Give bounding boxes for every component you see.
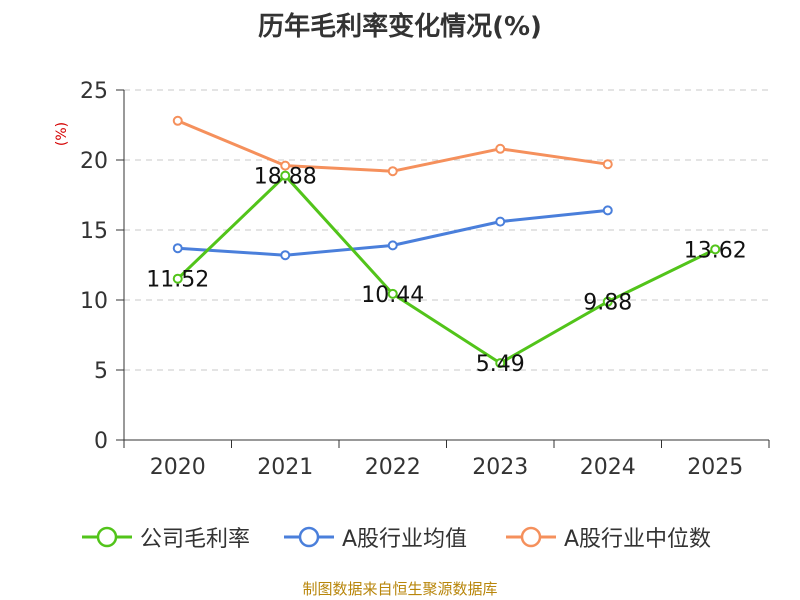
legend-marker-industry-mean [284, 526, 334, 548]
x-tick-label: 2020 [150, 455, 206, 480]
data-point-industry-mean [172, 243, 183, 254]
x-tick-label: 2021 [257, 455, 313, 480]
data-point-industry-median [602, 159, 613, 170]
data-point-company-margin [602, 296, 613, 307]
legend-label-industry-median: A股行业中位数 [564, 527, 712, 552]
legend-item-industry-median[interactable]: A股行业中位数 [506, 519, 711, 555]
legend-item-company[interactable]: 公司毛利率 [82, 519, 250, 555]
data-label: 5.49 [476, 352, 525, 377]
data-label: 11.52 [146, 268, 209, 293]
data-label: 13.62 [684, 238, 747, 263]
source-note: 制图数据来自恒生聚源数据库 [302, 580, 498, 598]
y-tick-label: 25 [80, 79, 108, 104]
data-point-industry-mean [387, 240, 398, 251]
data-label: 9.88 [583, 291, 632, 316]
data-point-company-margin [387, 288, 398, 299]
y-tick-label: 0 [94, 429, 108, 454]
legend-item-industry-mean[interactable]: A股行业均值 [284, 519, 467, 555]
series-line-industry-median [177, 119, 608, 173]
x-tick-label: 2022 [365, 455, 421, 480]
data-point-company-margin [280, 170, 291, 181]
data-point-industry-median [387, 166, 398, 177]
y-tick-label: 5 [94, 359, 108, 384]
data-point-industry-median [280, 160, 291, 171]
data-label: 18.88 [254, 165, 317, 190]
y-tick-label: 20 [80, 149, 108, 174]
legend: 公司毛利率 A股行业均值 A股行业中位数 [0, 519, 800, 555]
legend-marker-industry-median [506, 526, 556, 548]
y-tick-label: 10 [80, 289, 108, 314]
x-tick-label: 2024 [580, 455, 636, 480]
data-point-company-margin [172, 273, 183, 284]
data-point-industry-mean [280, 250, 291, 261]
data-label: 10.44 [361, 283, 424, 308]
data-point-industry-mean [495, 216, 506, 227]
legend-label-industry-mean: A股行业均值 [342, 527, 468, 552]
data-point-company-margin [710, 244, 721, 255]
chart-title: 历年毛利率变化情况(%) [258, 12, 542, 42]
data-point-industry-median [172, 115, 183, 126]
legend-marker-company [82, 526, 132, 548]
series-line-company-margin [176, 174, 716, 365]
data-point-industry-mean [602, 205, 613, 216]
x-tick-label: 2025 [687, 455, 743, 480]
data-point-industry-median [495, 143, 506, 154]
data-point-company-margin [495, 358, 506, 369]
x-tick-label: 2023 [472, 455, 528, 480]
y-tick-label: 15 [80, 219, 108, 244]
legend-label-company: 公司毛利率 [140, 527, 251, 552]
